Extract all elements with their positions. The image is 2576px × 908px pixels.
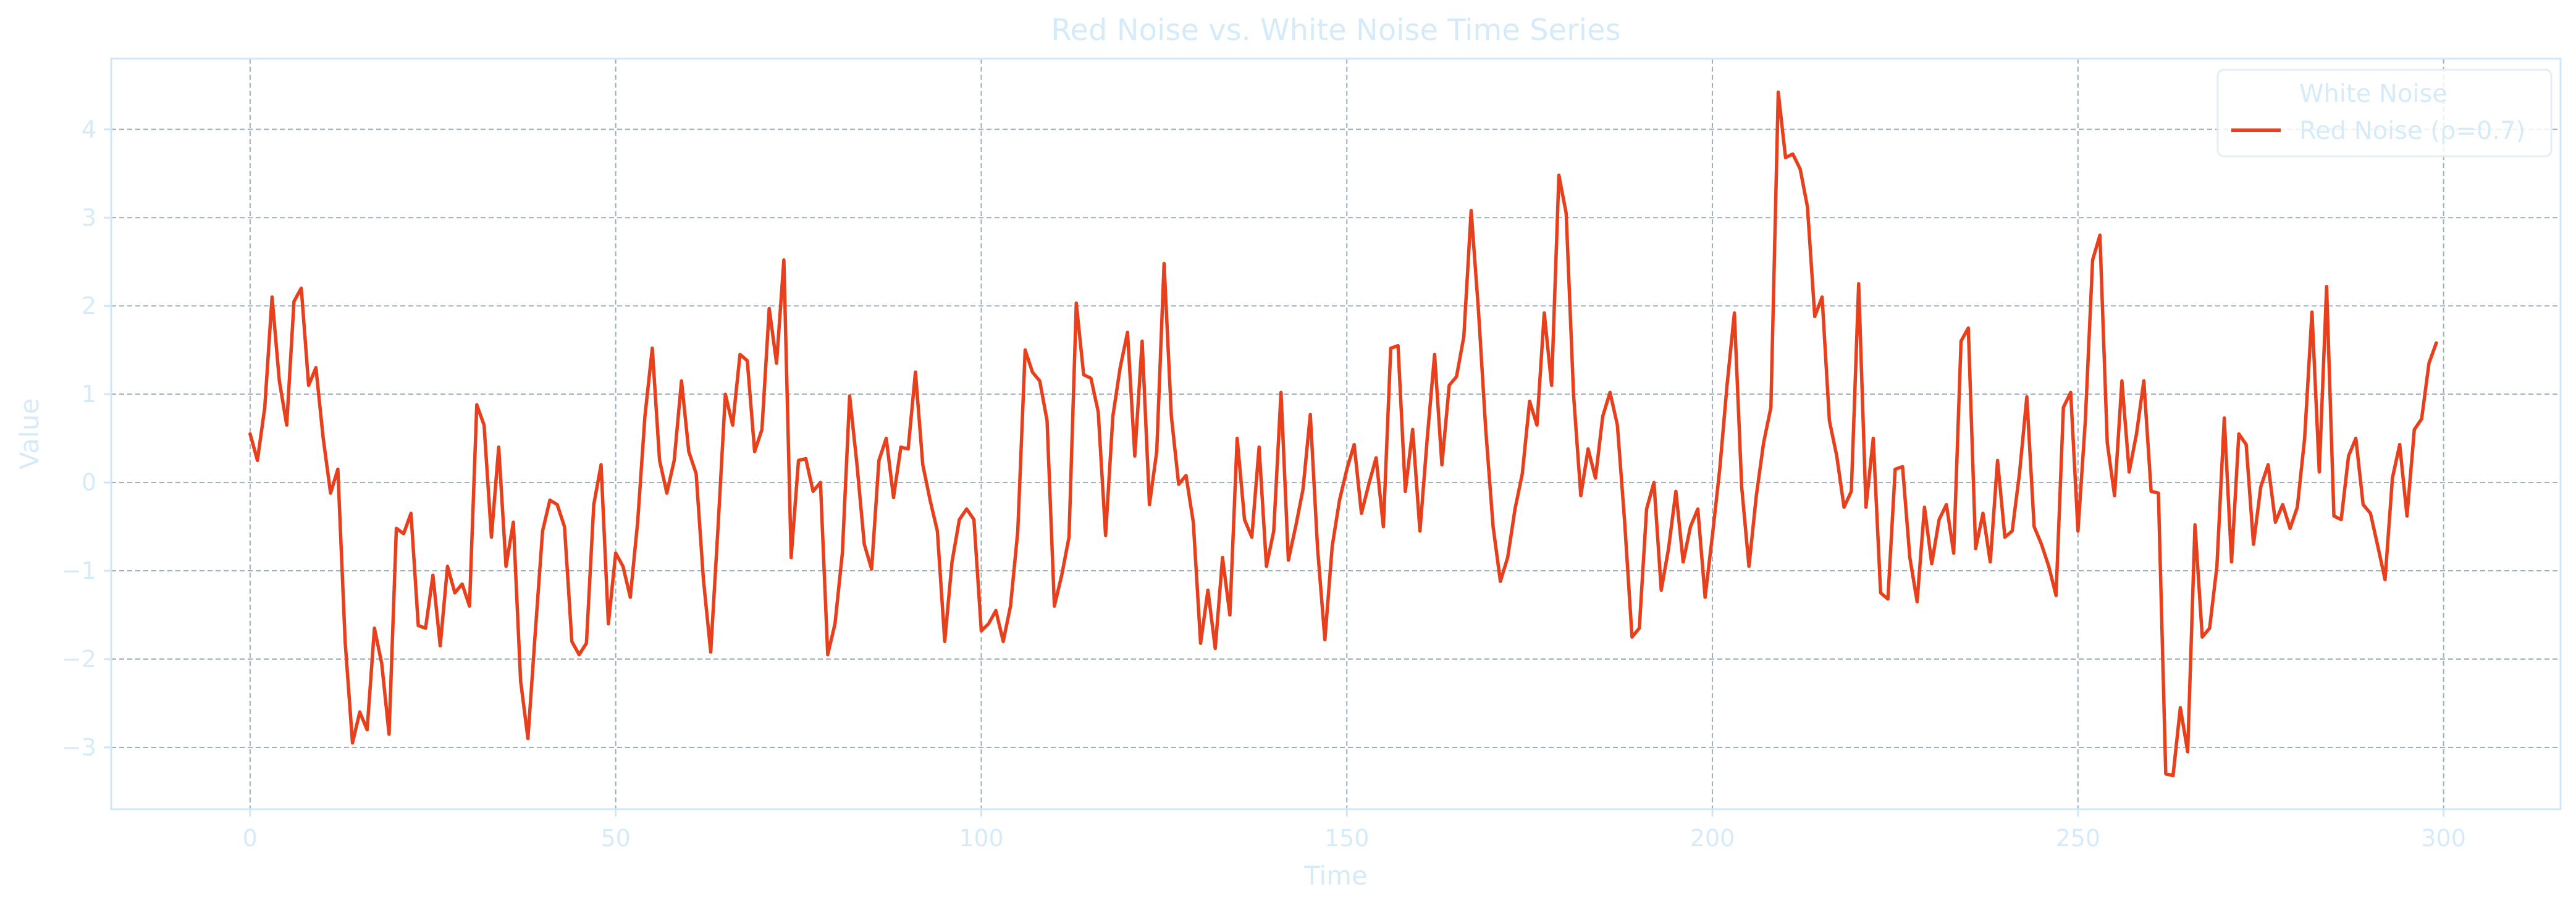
- legend-label-red-noise: Red Noise (ρ=0.7): [2299, 117, 2525, 145]
- chart-title: Red Noise vs. White Noise Time Series: [1051, 13, 1620, 48]
- y-axis-label: Value: [14, 398, 44, 469]
- y-tick-label: 4: [82, 116, 96, 143]
- legend: White Noise Red Noise (ρ=0.7): [2216, 69, 2553, 158]
- series-line-red-noise: [248, 90, 2438, 778]
- legend-label-white-noise: White Noise: [2299, 80, 2448, 108]
- y-tick-label: −3: [62, 734, 96, 761]
- x-tick-label: 250: [2056, 825, 2101, 852]
- x-tick-label: 50: [600, 825, 630, 852]
- x-tick-label: 300: [2421, 825, 2466, 852]
- y-tick-label: −1: [62, 557, 96, 584]
- plot-frame: [110, 57, 2562, 810]
- legend-box: [2216, 69, 2553, 158]
- x-tick-label: 150: [1324, 825, 1370, 852]
- x-tick-label: 100: [959, 825, 1004, 852]
- tick-layer: 0 50 100 150 200 250 300 −3 −2 −1 0 1 2 3 4: [62, 116, 2466, 852]
- x-axis-label: Time: [1303, 860, 1368, 891]
- y-tick-label: −2: [62, 645, 96, 673]
- x-tick-label: 0: [243, 825, 258, 852]
- y-tick-label: 2: [82, 292, 96, 319]
- y-tick-label: 0: [82, 469, 96, 496]
- y-tick-label: 3: [82, 204, 96, 231]
- x-tick-label: 200: [1690, 825, 1735, 852]
- grid: [111, 59, 2561, 809]
- y-tick-label: 1: [82, 380, 96, 408]
- series-layer: [248, 90, 2438, 778]
